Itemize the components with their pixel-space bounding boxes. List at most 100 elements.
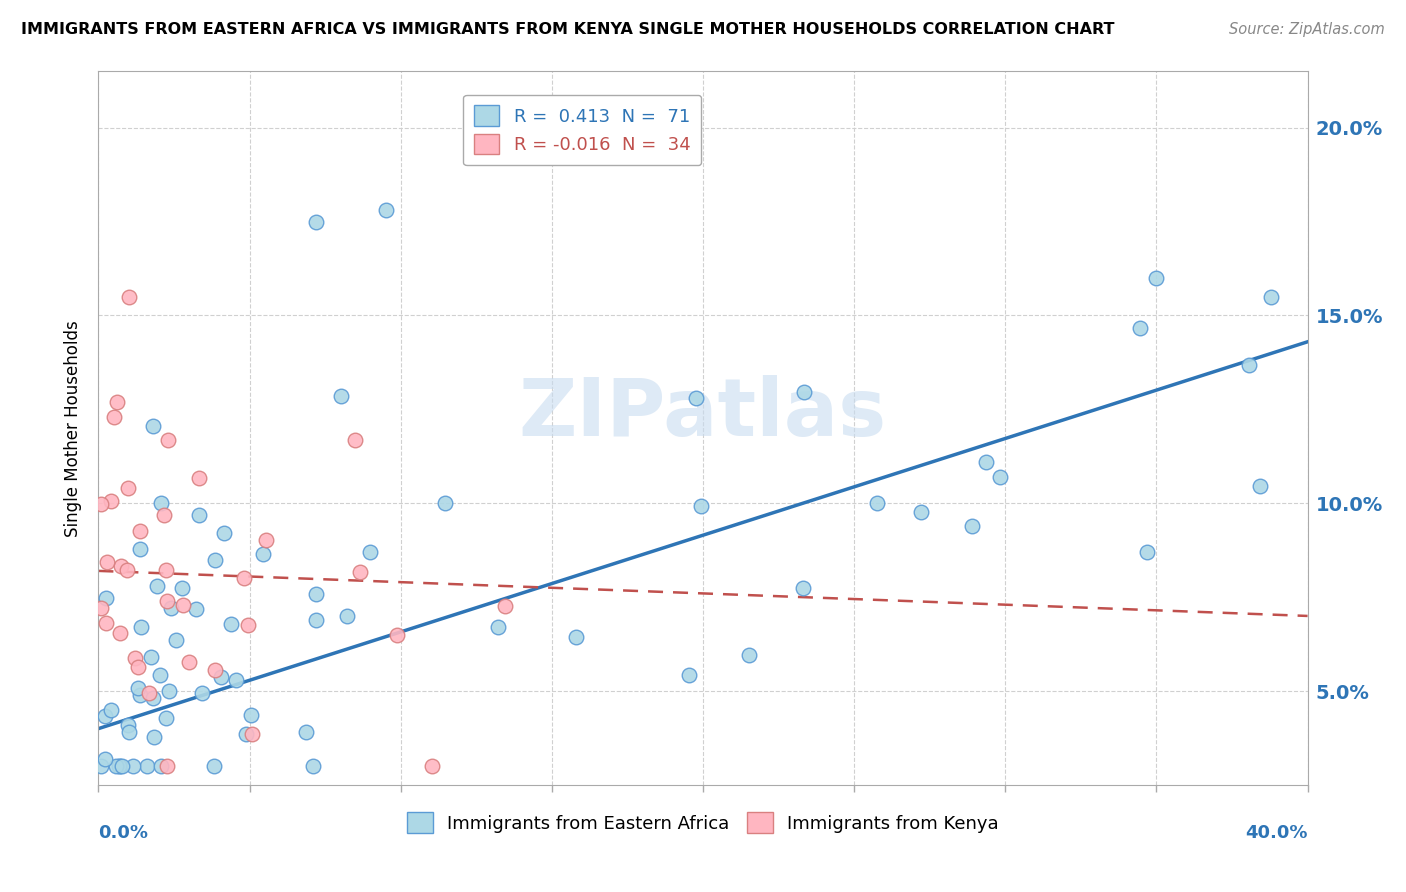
Point: [105, 759, 128, 773]
Point: [374, 203, 396, 218]
Point: [96, 616, 118, 631]
Point: [142, 418, 165, 433]
Point: [738, 648, 761, 662]
Point: [172, 598, 194, 612]
Point: [118, 725, 141, 739]
Point: [988, 470, 1011, 484]
Point: [146, 579, 169, 593]
Point: [219, 617, 242, 632]
Point: [150, 496, 173, 510]
Point: [1249, 479, 1271, 493]
Text: 40.0%: 40.0%: [1246, 824, 1308, 842]
Point: [117, 481, 139, 495]
Point: [1260, 290, 1282, 304]
Point: [128, 541, 150, 556]
Point: [689, 499, 711, 513]
Point: [433, 496, 456, 510]
Point: [90, 759, 112, 773]
Point: [294, 724, 316, 739]
Point: [187, 471, 209, 485]
Point: [240, 708, 263, 723]
Point: [184, 602, 207, 616]
Point: [1239, 359, 1261, 373]
Point: [486, 619, 509, 633]
Point: [135, 759, 157, 773]
Point: [792, 581, 814, 595]
Point: [305, 587, 328, 601]
Point: [127, 681, 149, 695]
Point: [105, 395, 128, 409]
Point: [129, 688, 152, 702]
Point: [240, 727, 263, 741]
Point: [187, 508, 209, 523]
Point: [177, 655, 200, 669]
Point: [100, 703, 122, 717]
Point: [103, 409, 125, 424]
Point: [153, 508, 176, 522]
Point: [202, 759, 225, 773]
Point: [190, 686, 212, 700]
Text: IMMIGRANTS FROM EASTERN AFRICA VS IMMIGRANTS FROM KENYA SINGLE MOTHER HOUSEHOLDS: IMMIGRANTS FROM EASTERN AFRICA VS IMMIGR…: [21, 22, 1115, 37]
Point: [225, 673, 247, 687]
Point: [90, 601, 112, 615]
Point: [302, 759, 325, 773]
Point: [359, 545, 381, 559]
Point: [93, 708, 115, 723]
Point: [974, 454, 997, 468]
Point: [94, 752, 117, 766]
Point: [349, 565, 371, 579]
Point: [94, 591, 117, 605]
Point: [139, 650, 162, 665]
Point: [157, 684, 180, 698]
Point: [143, 731, 166, 745]
Point: [678, 668, 700, 682]
Point: [385, 628, 408, 642]
Point: [156, 759, 179, 773]
Point: [1129, 320, 1152, 334]
Point: [305, 214, 328, 228]
Point: [214, 526, 236, 541]
Point: [170, 581, 193, 595]
Point: [96, 555, 118, 569]
Point: [156, 594, 179, 608]
Point: [252, 547, 274, 561]
Point: [127, 660, 149, 674]
Point: [100, 494, 122, 508]
Text: 0.0%: 0.0%: [98, 824, 149, 842]
Point: [235, 726, 257, 740]
Point: [129, 524, 152, 539]
Point: [344, 434, 367, 448]
Point: [117, 718, 139, 732]
Point: [110, 625, 132, 640]
Point: [1144, 271, 1167, 285]
Text: ZIPatlas: ZIPatlas: [519, 375, 887, 453]
Point: [209, 670, 232, 684]
Point: [90, 497, 112, 511]
Point: [960, 519, 983, 533]
Point: [236, 618, 259, 632]
Point: [254, 533, 277, 547]
Point: [124, 651, 146, 665]
Point: [121, 759, 143, 773]
Point: [232, 570, 254, 584]
Point: [685, 391, 707, 405]
Point: [115, 563, 138, 577]
Point: [305, 613, 328, 627]
Legend: Immigrants from Eastern Africa, Immigrants from Kenya: Immigrants from Eastern Africa, Immigran…: [401, 805, 1005, 840]
Point: [155, 711, 177, 725]
Point: [159, 601, 181, 615]
Point: [793, 384, 815, 399]
Y-axis label: Single Mother Households: Single Mother Households: [65, 320, 83, 536]
Point: [108, 759, 131, 773]
Point: [155, 563, 177, 577]
Point: [910, 505, 932, 519]
Point: [1136, 545, 1159, 559]
Point: [565, 630, 588, 644]
Point: [204, 663, 226, 677]
Point: [336, 608, 359, 623]
Point: [149, 668, 172, 682]
Point: [165, 633, 187, 648]
Text: Source: ZipAtlas.com: Source: ZipAtlas.com: [1229, 22, 1385, 37]
Point: [108, 759, 131, 773]
Point: [420, 759, 443, 773]
